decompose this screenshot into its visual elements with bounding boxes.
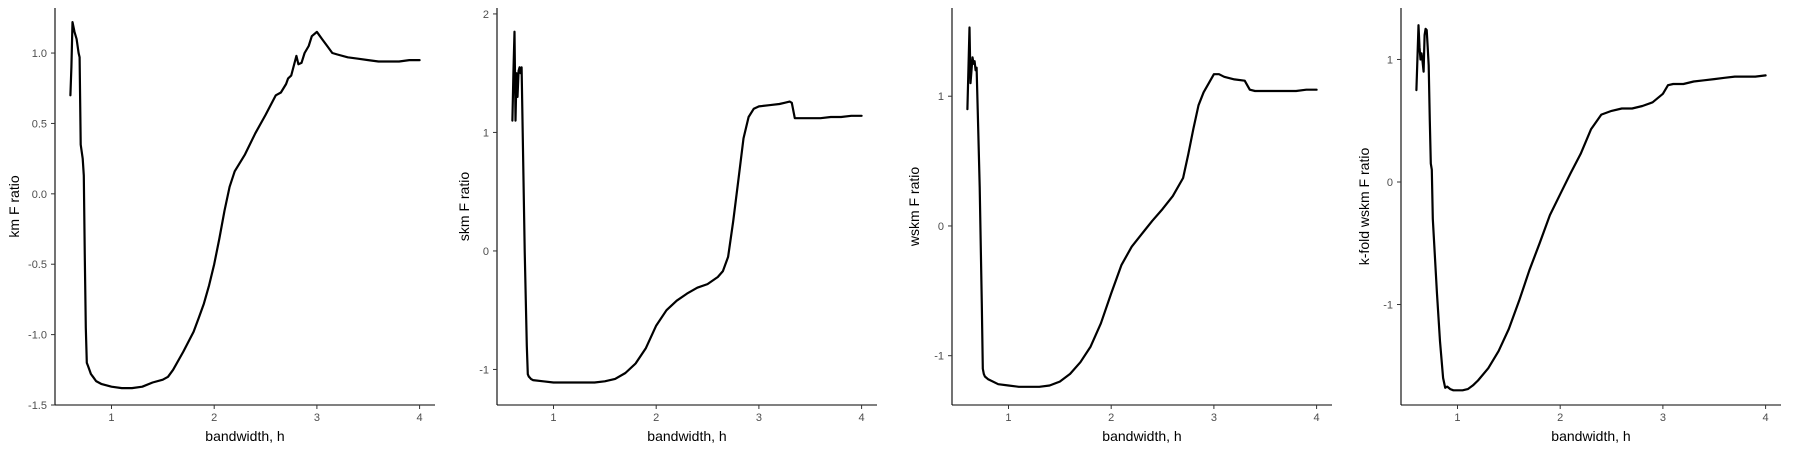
x-axis-title: bandwidth, h xyxy=(205,428,284,444)
x-axis-title: bandwidth, h xyxy=(1551,428,1630,444)
y-axis-title: k-fold wskm F ratio xyxy=(1356,148,1372,266)
y-tick-label: -1.5 xyxy=(28,400,47,412)
series-line xyxy=(511,30,863,384)
y-tick-label: -1 xyxy=(479,364,489,376)
y-tick-label: 0 xyxy=(1387,177,1393,189)
y-tick-label: 0 xyxy=(938,221,944,233)
x-tick-label: 4 xyxy=(1763,412,1769,424)
y-tick-label: -1.0 xyxy=(28,330,47,342)
panel-wskm-f-ratio: 1 2 3 4 -1 0 1 bandwidth, h wskm F ratio xyxy=(900,0,1350,450)
y-tick-label: 0 xyxy=(483,246,489,258)
x-tick-label: 3 xyxy=(1211,412,1217,424)
x-tick-label: 4 xyxy=(1314,412,1320,424)
x-tick-label: 4 xyxy=(859,412,865,424)
y-tick-label: 2 xyxy=(483,9,489,21)
chart-svg: 1 2 3 4 -1 0 1 bandwidth, h wskm F ratio xyxy=(906,8,1332,444)
y-tick-label: 0.5 xyxy=(32,118,47,130)
series-line xyxy=(69,21,421,390)
x-tick-label: 1 xyxy=(108,412,114,424)
y-tick-label: -1 xyxy=(1383,300,1393,312)
x-tick-label: 1 xyxy=(550,412,556,424)
chart-svg: 1 2 3 4 -1 0 1 bandwidth, h k-fold wskm F ratio xyxy=(1356,8,1781,444)
panel-skm-f-ratio: 1 2 3 4 -1 0 1 2 bandwidth, h skm F ratio xyxy=(450,0,900,450)
x-tick-label: 2 xyxy=(653,412,659,424)
y-axis-title: wskm F ratio xyxy=(906,167,922,248)
panel-k-fold-wskm-f-ratio: 1 2 3 4 -1 0 1 bandwidth, h k-fold wskm F ratio xyxy=(1350,0,1800,450)
y-tick-label: 0.0 xyxy=(32,189,47,201)
y-tick-label: -1 xyxy=(934,351,944,363)
y-tick-label: 1 xyxy=(1387,54,1393,66)
chart-svg: 1 2 3 4 -1 0 1 2 bandwidth, h skm F ratio xyxy=(456,8,877,444)
y-axis-title: skm F ratio xyxy=(456,172,472,241)
y-tick-label: 1 xyxy=(938,91,944,103)
x-axis-title: bandwidth, h xyxy=(647,428,726,444)
panel-km-f-ratio: 1 2 3 4 -1.5 -1.0 -0.5 0.0 0.5 1.0 bandwidth, h km … xyxy=(0,0,450,450)
y-tick-label: 1.0 xyxy=(32,48,47,60)
x-tick-label: 3 xyxy=(314,412,320,424)
chart-svg: 1 2 3 4 -1.5 -1.0 -0.5 0.0 0.5 1.0 bandwidth, h km … xyxy=(6,8,435,444)
series-line xyxy=(966,26,1318,388)
x-tick-label: 2 xyxy=(1557,412,1563,424)
x-tick-label: 4 xyxy=(417,412,423,424)
series-line xyxy=(1415,24,1767,392)
y-tick-label: 1 xyxy=(483,127,489,139)
x-tick-label: 2 xyxy=(1108,412,1114,424)
x-tick-label: 1 xyxy=(1454,412,1460,424)
x-tick-label: 3 xyxy=(756,412,762,424)
x-tick-label: 3 xyxy=(1660,412,1666,424)
y-tick-label: -0.5 xyxy=(28,259,47,271)
x-tick-label: 1 xyxy=(1005,412,1011,424)
x-axis-title: bandwidth, h xyxy=(1102,428,1181,444)
y-axis-title: km F ratio xyxy=(6,175,22,237)
x-tick-label: 2 xyxy=(211,412,217,424)
